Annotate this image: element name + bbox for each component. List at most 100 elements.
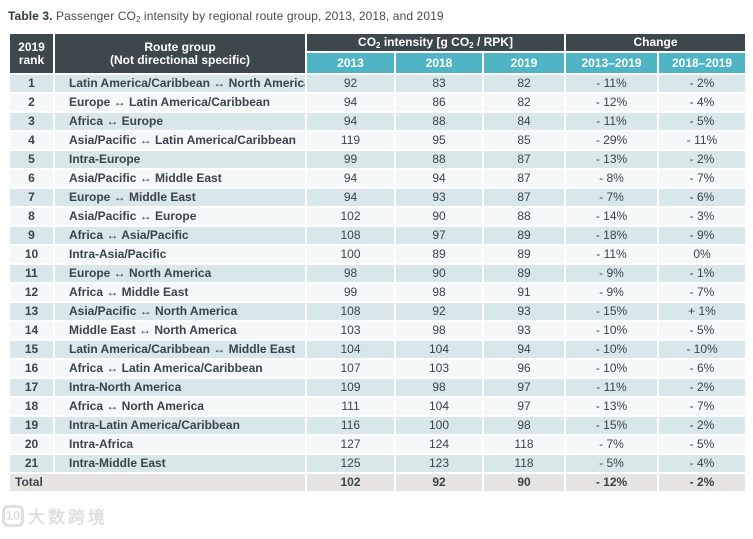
value-2019-cell: 96	[482, 358, 566, 379]
value-2013-cell: 111	[305, 396, 396, 417]
route-cell: Middle East ↔ North America	[53, 320, 307, 341]
value-2018-cell: 94	[394, 168, 484, 189]
value-2018-cell: 86	[394, 92, 484, 113]
value-2019-cell: 85	[482, 130, 566, 151]
header-year-2019: 2019	[482, 51, 566, 75]
rank-cell: 21	[8, 453, 55, 474]
rank-cell: 20	[8, 434, 55, 455]
change-2018-2019-cell: - 5%	[656, 320, 748, 341]
table-row: 4 Asia/Pacific ↔ Latin America/Caribbean…	[8, 130, 748, 151]
route-cell: Intra-Latin America/Caribbean	[53, 415, 307, 436]
rank-cell: 3	[8, 111, 55, 132]
route-cell: Africa ↔ Middle East	[53, 282, 307, 303]
title-co2-subscript: 2	[135, 15, 141, 24]
table-row: 17 Intra-North America 109 98 97 - 11% -…	[8, 377, 748, 398]
change-2013-2019-cell: - 12%	[564, 92, 659, 113]
value-2013-cell: 92	[305, 73, 396, 94]
header-change-2018-2019: 2018–2019	[656, 51, 748, 75]
value-2018-cell: 88	[394, 149, 484, 170]
value-2019-cell: 89	[482, 244, 566, 265]
value-2013-cell: 125	[305, 453, 396, 474]
value-2013-cell: 94	[305, 168, 396, 189]
rank-cell: 19	[8, 415, 55, 436]
change-2018-2019-cell: - 2%	[656, 73, 748, 94]
rank-cell: 4	[8, 130, 55, 151]
value-2018-cell: 98	[394, 282, 484, 303]
change-2018-2019-cell: - 6%	[656, 187, 748, 208]
value-2013-cell: 127	[305, 434, 396, 455]
route-cell: Asia/Pacific ↔ North America	[53, 301, 307, 322]
route-header-line1: Route group	[144, 39, 216, 54]
value-2013-cell: 94	[305, 92, 396, 113]
change-2013-2019-cell: - 10%	[564, 358, 659, 379]
header-co2-intensity-group: CO2 intensity [g CO2 / RPK]	[305, 31, 566, 54]
rank-header-line1: 2019	[18, 39, 45, 54]
change-2018-2019-cell: - 2%	[656, 149, 748, 170]
value-2018-cell: 103	[394, 358, 484, 379]
table-row: 11 Europe ↔ North America 98 90 89 - 9% …	[8, 263, 748, 284]
watermark-text: 大数跨境	[28, 508, 108, 527]
value-2018-cell: 95	[394, 130, 484, 151]
table-row: 9 Africa ↔ Asia/Pacific 108 97 89 - 18% …	[8, 225, 748, 246]
value-2019-cell: 82	[482, 92, 566, 113]
value-2013-cell: 108	[305, 225, 396, 246]
change-2018-2019-cell: - 2%	[656, 377, 748, 398]
rank-cell: 15	[8, 339, 55, 360]
value-2019-cell: 82	[482, 73, 566, 94]
route-header-line2: (Not directional specific)	[109, 52, 251, 67]
table-row: 7 Europe ↔ Middle East 94 93 87 - 7% - 6…	[8, 187, 748, 208]
rank-cell: 10	[8, 244, 55, 265]
title-text-2: intensity by regional route group, 2013,…	[140, 9, 444, 23]
value-2019-cell: 94	[482, 339, 566, 360]
rank-cell: 5	[8, 149, 55, 170]
header-route-group: Route group (Not directional specific)	[53, 32, 307, 75]
change-2018-2019-cell: - 2%	[656, 415, 748, 436]
route-cell: Africa ↔ Europe	[53, 111, 307, 132]
co2-header-seg1: CO	[358, 34, 377, 49]
total-label-cell: Total	[8, 472, 307, 493]
rank-cell: 12	[8, 282, 55, 303]
watermark: 10 大数跨境	[2, 503, 108, 528]
change-2013-2019-cell: - 7%	[564, 187, 659, 208]
route-cell: Africa ↔ Latin America/Caribbean	[53, 358, 307, 379]
value-2018-cell: 88	[394, 111, 484, 132]
table-row: 15 Latin America/Caribbean ↔ Middle East…	[8, 339, 748, 360]
route-cell: Intra-Asia/Pacific	[53, 244, 307, 265]
value-2019-cell: 87	[482, 149, 566, 170]
watermark-logo-icon: 10	[2, 504, 24, 527]
table-number-label: Table 3.	[8, 9, 53, 23]
co2-header-subscript1: 2	[376, 40, 381, 50]
rank-cell: 9	[8, 225, 55, 246]
table-footer: Total 102 92 90 - 12% - 2%	[8, 472, 748, 493]
change-2018-2019-cell: 0%	[656, 244, 748, 265]
route-cell: Intra-Africa	[53, 434, 307, 455]
total-2019-cell: 90	[482, 472, 566, 493]
rank-cell: 8	[8, 206, 55, 227]
change-2013-2019-cell: - 9%	[564, 282, 659, 303]
value-2018-cell: 92	[394, 301, 484, 322]
total-change-2018-2019-cell: - 2%	[656, 472, 748, 493]
table-row: 21 Intra-Middle East 125 123 118 - 5% - …	[8, 453, 748, 474]
value-2019-cell: 97	[482, 377, 566, 398]
value-2013-cell: 94	[305, 187, 396, 208]
value-2018-cell: 98	[394, 320, 484, 341]
table-row: 12 Africa ↔ Middle East 99 98 91 - 9% - …	[8, 282, 748, 303]
change-2018-2019-cell: - 5%	[656, 434, 748, 455]
change-2018-2019-cell: + 1%	[656, 301, 748, 322]
value-2013-cell: 99	[305, 149, 396, 170]
route-cell: Asia/Pacific ↔ Europe	[53, 206, 307, 227]
value-2019-cell: 118	[482, 453, 566, 474]
change-2013-2019-cell: - 18%	[564, 225, 659, 246]
change-2013-2019-cell: - 5%	[564, 453, 659, 474]
value-2019-cell: 97	[482, 396, 566, 417]
change-2018-2019-cell: - 4%	[656, 92, 748, 113]
value-2018-cell: 124	[394, 434, 484, 455]
value-2019-cell: 88	[482, 206, 566, 227]
value-2018-cell: 98	[394, 377, 484, 398]
value-2019-cell: 89	[482, 225, 566, 246]
value-2018-cell: 83	[394, 73, 484, 94]
change-2013-2019-cell: - 13%	[564, 396, 659, 417]
value-2019-cell: 93	[482, 320, 566, 341]
value-2018-cell: 89	[394, 244, 484, 265]
